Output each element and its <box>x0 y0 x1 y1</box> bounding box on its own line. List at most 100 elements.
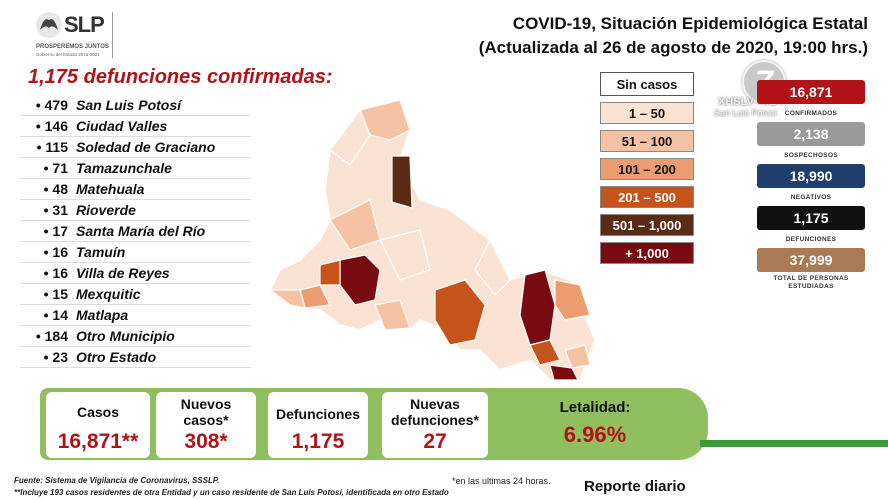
municipality-name: Otro Municipio <box>76 328 175 344</box>
stat-value: 1,175 <box>757 206 865 230</box>
municipality-name: Santa María del Río <box>76 223 206 239</box>
municipality-name: Ciudad Valles <box>76 118 168 134</box>
legend-item: 1 – 50 <box>600 102 694 124</box>
logo-text: SLP <box>64 12 105 37</box>
municipality-count: • 23 <box>43 349 68 365</box>
legend-item: 101 – 200 <box>600 158 694 180</box>
legend-item: 501 – 1,000 <box>600 214 694 236</box>
new-deaths-label: Nuevas defunciones* <box>391 396 479 428</box>
municipality-row: • 31 Rioverde <box>20 200 250 221</box>
stat-value: 18,990 <box>757 164 865 188</box>
municipality-name: Rioverde <box>76 202 136 218</box>
municipality-count: • 71 <box>43 160 68 176</box>
legend-item: + 1,000 <box>600 242 694 264</box>
legend-item: 201 – 500 <box>600 186 694 208</box>
region-east-1 <box>474 238 511 296</box>
region-west-1 <box>268 289 306 309</box>
municipality-row: • 14 Matlapa <box>20 305 250 326</box>
tv-city-text: San Luis Potosí <box>714 108 778 118</box>
region-soledad <box>319 259 341 286</box>
slp-logo: SLP PROSPEREMOS JUNTOS Gobierno del Esta… <box>34 10 114 60</box>
deaths-value: 1,175 <box>291 430 345 453</box>
stat-label: DEFUNCIONES <box>785 235 837 243</box>
stat-value: 16,871 <box>757 80 865 104</box>
last-24h-note: *en las ultimas 24 horas. <box>452 476 551 486</box>
municipality-deaths-list: • 479 San Luis Potosí • 146 Ciudad Valles • … <box>20 95 250 368</box>
municipality-row: • 71 Tamazunchale <box>20 158 250 179</box>
municipality-count: • 146 <box>35 118 68 134</box>
title-line-1: COVID-19, Situación Epidemiológica Estat… <box>512 14 868 33</box>
state-choropleth-map <box>268 99 596 381</box>
municipality-row: • 16 Tamuín <box>20 242 250 263</box>
cases-card: Casos 16,871** <box>46 392 150 458</box>
municipality-count: • 184 <box>35 328 68 344</box>
new-cases-label: Nuevos casos* <box>180 396 232 428</box>
slp-emblem-icon <box>36 12 62 38</box>
cases-label: Casos <box>76 404 120 420</box>
map-legend: Sin casos 1 – 50 51 – 100 101 – 200 201 – 50… <box>600 72 694 270</box>
summary-band <box>40 388 708 460</box>
new-deaths-value: 27 <box>423 430 447 453</box>
region-rioverde <box>434 279 486 346</box>
stat-label: NEGATIVOS <box>790 193 832 201</box>
region-villa-reyes <box>374 299 411 331</box>
region-matehuala <box>391 155 413 209</box>
stats-panel: 16,871 CONFIRMADOS 2,138 SOSPECHOSOS 18,990 N… <box>757 80 865 294</box>
municipality-name: Otro Estado <box>76 349 157 365</box>
lethality-value: 6.96% <box>563 422 627 447</box>
stat-value: 2,138 <box>757 122 865 146</box>
municipality-name: Soledad de Graciano <box>76 139 216 155</box>
region-tamazunchale <box>549 364 579 381</box>
stat-label: SOSPECHOSOS <box>784 151 838 159</box>
logo-divider <box>112 12 113 58</box>
source-note: Fuente: Sistema de Vigilancia de Coronav… <box>14 476 220 485</box>
municipality-row: • 184 Otro Municipio <box>20 326 250 347</box>
municipality-name: Matlapa <box>76 307 129 323</box>
municipality-count: • 14 <box>43 307 68 323</box>
region-north-2 <box>329 108 371 166</box>
municipality-name: Villa de Reyes <box>76 265 170 281</box>
lethality-label: Letalidad: <box>559 399 631 416</box>
municipality-count: • 16 <box>43 244 68 260</box>
region-huasteca-1 <box>529 339 561 366</box>
state-outline <box>269 99 596 381</box>
municipality-row: • 16 Villa de Reyes <box>20 263 250 284</box>
region-matlapa <box>564 344 591 369</box>
legend-item: 51 – 100 <box>600 130 694 152</box>
municipality-count: • 48 <box>43 181 68 197</box>
municipality-row: • 115 Soledad de Graciano <box>20 137 250 158</box>
municipality-row: • 15 Mexquitic <box>20 284 250 305</box>
municipality-name: Tamuín <box>76 244 126 260</box>
municipality-count: • 17 <box>43 223 68 239</box>
municipality-count: • 479 <box>35 97 68 113</box>
logo-subtagline: Gobierno del Estado 2015-2021 <box>36 52 100 57</box>
region-tamuin <box>554 279 591 321</box>
deaths-title: 1,175 defunciones confirmadas: <box>28 66 333 88</box>
stat-label: CONFIRMADOS <box>784 109 838 117</box>
municipality-name: Matehuala <box>76 181 145 197</box>
municipality-count: • 31 <box>43 202 68 218</box>
municipality-row: • 48 Matehuala <box>20 179 250 200</box>
municipality-name: San Luis Potosí <box>76 97 182 113</box>
municipality-row: • 17 Santa María del Río <box>20 221 250 242</box>
new-deaths-card: Nuevas defunciones* 27 <box>382 392 488 458</box>
deaths-card: Defunciones 1,175 <box>268 392 368 458</box>
lethality-block: Letalidad: 6.96% <box>530 400 660 448</box>
municipality-count: • 16 <box>43 265 68 281</box>
stat-label: TOTAL DE PERSONAS ESTUDIADAS <box>773 275 849 290</box>
municipality-name: Mexquitic <box>76 286 141 302</box>
cases-footnote: **Incluye 193 casos residentes de otra E… <box>14 488 449 497</box>
municipality-row: • 479 San Luis Potosí <box>20 95 250 116</box>
title-line-2: (Actualizada al 26 de agosto de 2020, 19… <box>478 38 868 57</box>
municipality-count: • 15 <box>43 286 68 302</box>
municipality-name: Tamazunchale <box>76 160 172 176</box>
new-cases-card: Nuevos casos* 308* <box>156 392 256 458</box>
municipality-count: • 115 <box>36 139 68 155</box>
region-center-2 <box>379 229 431 281</box>
summary-band-tail <box>700 440 888 447</box>
deaths-label: Defunciones <box>275 406 360 422</box>
municipality-row: • 23 Otro Estado <box>20 347 250 368</box>
cases-value: 16,871** <box>57 430 139 453</box>
daily-report-label: Reporte diario <box>584 478 686 495</box>
legend-item: Sin casos <box>600 72 694 96</box>
